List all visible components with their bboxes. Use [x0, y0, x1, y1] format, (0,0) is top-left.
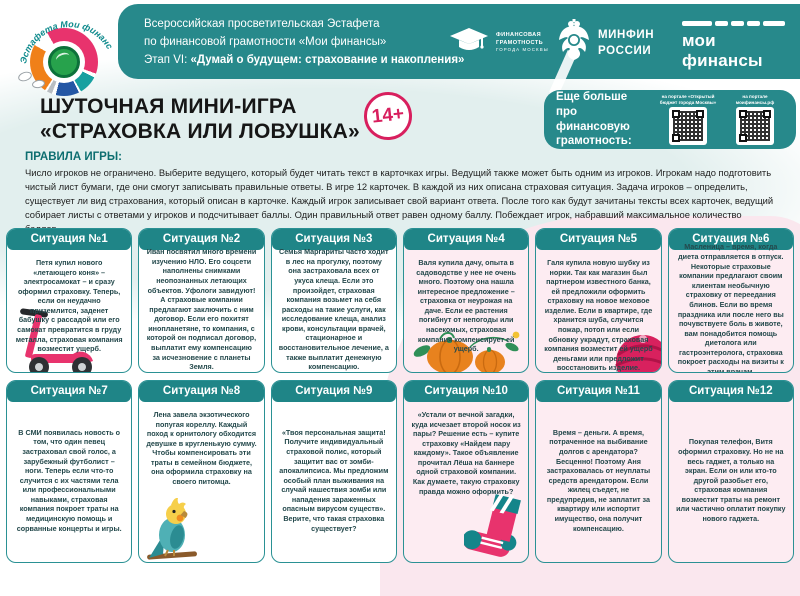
scooter-illustration: [20, 308, 93, 372]
situation-card-4: Ситуация №4 Валя купила дачу, опыта в са…: [402, 228, 530, 373]
page-title: ШУТОЧНАЯ МИНИ-ИГРА «СТРАХОВКА ИЛИ ЛОВУШК…: [40, 95, 360, 144]
parrot-illustration: [147, 498, 198, 560]
minfin-logo-text: МИНФИН РОССИИ: [598, 29, 655, 57]
cards-grid: Ситуация №1 Петя купил нового «летающего…: [6, 228, 794, 563]
header-line2: по финансовой грамотности «Мои финансы»: [144, 35, 387, 48]
estafeta-logo: Эстафета Мои финансы: [12, 6, 116, 102]
minfin-eagle-icon: [559, 19, 589, 60]
card-title: Ситуация №9: [271, 381, 396, 402]
card-text: Петя купил нового «летающего коня» – эле…: [15, 258, 123, 354]
more-info-label: Еще больше про финансовую грамотность:: [556, 90, 632, 148]
situation-card-7: Ситуация №7 В СМИ появилась новость о то…: [6, 380, 133, 563]
card-title: Ситуация №5: [536, 229, 661, 250]
card-title: Ситуация №1: [7, 229, 132, 250]
situation-card-12: Ситуация №12 Покупая телефон, Витя оформ…: [667, 380, 794, 563]
sock-illustration: [464, 494, 522, 557]
situation-card-3: Ситуация №3 Семья Маргариты часто ходит …: [270, 228, 397, 373]
svg-text:Эстафета Мои финансы: Эстафета Мои финансы: [12, 6, 115, 64]
fur-hat-illustration: [615, 335, 661, 372]
situation-card-1: Ситуация №1 Петя купил нового «летающего…: [6, 228, 133, 373]
header-band: Всероссийская просветительская Эстафета …: [118, 4, 800, 97]
card-text: «Устали от вечной загадки, куда исчезает…: [411, 410, 521, 496]
qr-block-open-budget: на портале «Открытый бюджет города Москв…: [659, 94, 717, 146]
logo-arc-text: Эстафета Мои финансы: [12, 6, 115, 64]
card-text: В СМИ появилась новость о том, что один …: [16, 427, 122, 533]
qr-caption: на портале моифинансы.рф: [735, 93, 775, 105]
situation-card-2: Ситуация №2 Иван посвятил много времени …: [138, 228, 265, 373]
situation-card-6: Ситуация №6 Масленица – время, когда дие…: [667, 228, 794, 373]
moi-finansy-dashes-icon: [682, 21, 800, 26]
qr-caption: на портале «Открытый бюджет города Москв…: [659, 93, 717, 105]
card-title: Ситуация №2: [139, 229, 264, 250]
card-text: Время – деньги. А время, потраченное на …: [546, 427, 651, 533]
card-title: Ситуация №4: [403, 229, 529, 250]
moi-finansy-label: мои финансы: [682, 30, 763, 70]
card-text: Валя купила дачу, опыта в садоводстве у …: [416, 258, 517, 354]
card-text: Семья Маргариты часто ходит в лес на про…: [278, 247, 389, 372]
rules-section: ПРАВИЛА ИГРЫ: Число игроков не ограничен…: [25, 151, 777, 237]
qr-code-icon: [736, 107, 774, 146]
cards-row-2: Ситуация №7 В СМИ появилась новость о то…: [6, 380, 794, 563]
situation-card-10: Ситуация №10 «Устали от вечной загадки, …: [402, 380, 530, 563]
situation-card-8: Ситуация №8 Лена завела экзотического по…: [138, 380, 265, 563]
card-text: Лена завела экзотического попугая корелл…: [146, 410, 257, 487]
card-title: Ситуация №8: [139, 381, 264, 402]
card-text: Покупая телефон, Витя оформил страховку.…: [676, 437, 786, 524]
card-text: «Твоя персональная защита! Получите инди…: [279, 427, 389, 533]
finlit-moscow-logo-text: ФИНАНСОВАЯ ГРАМОТНОСТЬ ГОРОДА МОСКВЫ: [496, 32, 549, 53]
graduation-cap-icon: [450, 28, 488, 50]
rules-heading: ПРАВИЛА ИГРЫ:: [25, 151, 122, 163]
card-title: Ситуация №11: [536, 381, 661, 402]
situation-card-9: Ситуация №9 «Твоя персональная защита! П…: [270, 380, 397, 563]
card-text: Иван посвятил много времени изучению НЛО…: [146, 247, 257, 372]
card-text: Галя купила новую шубку из норки. Так ка…: [544, 258, 653, 373]
moi-finansy-logo: мои финансы: [682, 21, 800, 71]
rules-body: Число игроков не ограничено. Выберите ве…: [25, 167, 774, 234]
header-line1: Всероссийская просветительская Эстафета: [144, 18, 380, 30]
pumpkins-illustration: [413, 331, 520, 372]
more-info-box: Еще больше про финансовую грамотность: н…: [544, 90, 796, 149]
header-line3: Этап VI: «Думай о будущем: страхование и…: [144, 53, 465, 66]
card-title: Ситуация №12: [668, 381, 793, 402]
card-title: Ситуация №7: [7, 381, 132, 402]
qr-code-icon: [669, 107, 707, 146]
situation-card-5: Ситуация №5 Галя купила новую шубку из н…: [535, 228, 662, 373]
header-text: Всероссийская просветительская Эстафета …: [144, 16, 464, 69]
situation-card-11: Ситуация №11 Время – деньги. А время, по…: [535, 380, 662, 563]
card-text: Масленица – время, когда диета отправляе…: [677, 242, 784, 373]
card-title: Ситуация №6: [668, 229, 793, 250]
qr-block-moifinansy: на портале моифинансы.рф: [726, 94, 784, 146]
card-title: Ситуация №3: [271, 229, 396, 250]
card-title: Ситуация №10: [403, 381, 529, 402]
cards-row-1: Ситуация №1 Петя купил нового «летающего…: [6, 228, 794, 373]
coin-icon: [48, 46, 80, 78]
